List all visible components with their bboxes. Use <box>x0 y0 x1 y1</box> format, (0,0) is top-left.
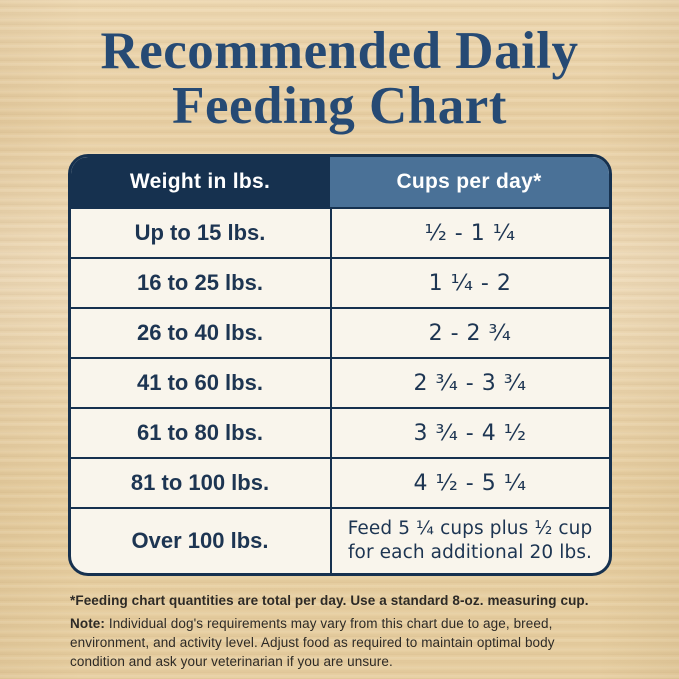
table-row: 61 to 80 lbs. 3 ³⁄₄ - 4 ¹⁄₂ <box>70 407 609 458</box>
weight-cell: 16 to 25 lbs. <box>137 270 263 296</box>
page-title: Recommended Daily Feeding Chart <box>0 0 679 133</box>
cups-cell: 4 ¹⁄₂ - 5 ¹⁄₄ <box>329 459 609 508</box>
footnote-note-line2: environment, and activity level. Adjust … <box>70 635 555 651</box>
page-title-line1: Recommended Daily <box>100 22 579 80</box>
cups-cell: Feed 5 ¼ cups plus ½ cup for each additi… <box>329 509 609 574</box>
footnote-note-line3: condition and ask your veterinarian if y… <box>70 653 393 669</box>
table-row: 26 to 40 lbs. 2 - 2 ³⁄₄ <box>70 307 609 358</box>
table-header-row: Weight in lbs. Cups per day* <box>70 157 609 208</box>
weight-cell: Up to 15 lbs. <box>134 220 266 246</box>
table-row: Up to 15 lbs. ¹⁄₂ - 1 ¹⁄₄ <box>70 207 609 258</box>
weight-cell: 61 to 80 lbs. <box>137 420 263 446</box>
table-row: 16 to 25 lbs. 1 ¹⁄₄ - 2 <box>70 257 609 308</box>
weight-cell: 41 to 60 lbs. <box>137 370 263 396</box>
page-title-line2: Feeding Chart <box>172 76 507 135</box>
footnotes: *Feeding chart quantities are total per … <box>70 593 630 672</box>
weight-cell: 81 to 100 lbs. <box>130 470 270 496</box>
cups-cell: 3 ³⁄₄ - 4 ¹⁄₂ <box>329 409 609 458</box>
column-header-weight: Weight in lbs. <box>70 157 330 208</box>
footnote-asterisk: *Feeding chart quantities are total per … <box>70 593 589 609</box>
cups-cell: 2 - 2 ³⁄₄ <box>329 309 609 358</box>
weight-cell: 26 to 40 lbs. <box>137 320 263 346</box>
cups-cell: ¹⁄₂ - 1 ¹⁄₄ <box>329 209 609 258</box>
footnote-note-line1: Note: Individual dog's requirements may … <box>70 615 630 634</box>
cups-cell: 2 ³⁄₄ - 3 ³⁄₄ <box>329 359 609 408</box>
column-header-cups: Cups per day* <box>329 157 609 208</box>
table-row: 81 to 100 lbs. 4 ¹⁄₂ - 5 ¹⁄₄ <box>70 457 609 508</box>
table-row: Over 100 lbs. Feed 5 ¼ cups plus ½ cup f… <box>70 507 609 574</box>
note-text-1: Individual dog's requirements may vary f… <box>105 616 553 632</box>
weight-cell: Over 100 lbs. <box>131 528 269 554</box>
cups-cell: 1 ¹⁄₄ - 2 <box>329 259 609 308</box>
note-label: Note: <box>70 616 105 632</box>
feeding-chart-table: Weight in lbs. Cups per day* Up to 15 lb… <box>67 154 612 577</box>
table-row: 41 to 60 lbs. 2 ³⁄₄ - 3 ³⁄₄ <box>70 357 609 408</box>
